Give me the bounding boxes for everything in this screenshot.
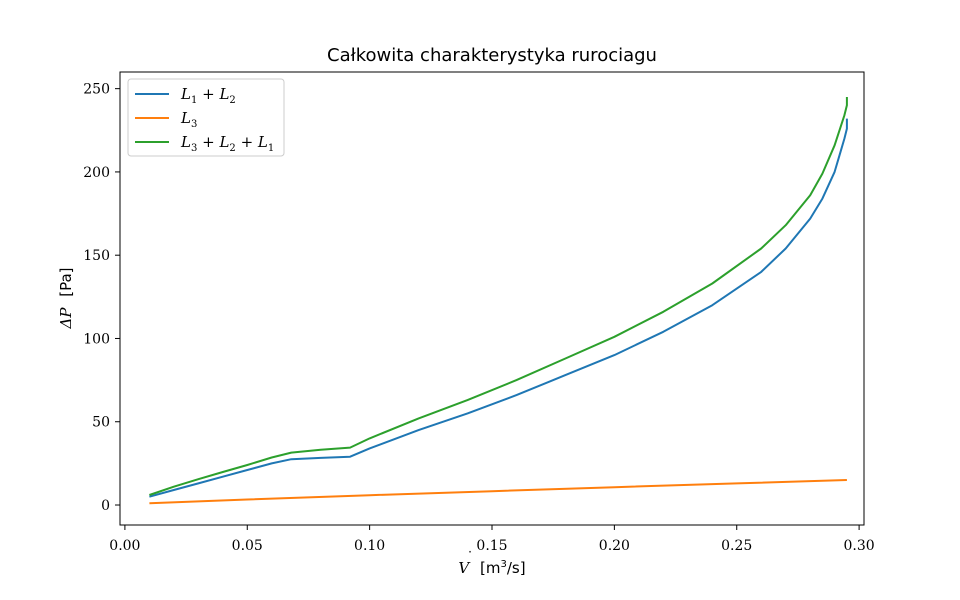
chart-title: Całkowita charakterystyka rurociagu xyxy=(327,45,657,66)
plot-frame xyxy=(119,71,865,526)
x-axis-symbol: V xyxy=(458,559,471,577)
series-line-l3-l2-l1 xyxy=(149,97,848,496)
y-tick-label: 100 xyxy=(83,331,110,347)
x-axis-symbol-dot: · xyxy=(468,545,472,559)
series-line-l1-l2 xyxy=(149,118,848,498)
x-axis-unit-suffix: /s] xyxy=(507,559,526,577)
x-tick-label: 0.10 xyxy=(354,538,385,554)
series-line-l3 xyxy=(149,479,847,505)
x-axis-unit-prefix: [m xyxy=(480,559,500,577)
x-axis-ticks: 0.00 0.05 0.10 0.15 0.20 0.25 0.30 xyxy=(109,525,875,554)
y-tick-label: 200 xyxy=(83,165,110,181)
x-tick-label: 0.05 xyxy=(232,538,263,554)
y-tick-label: 150 xyxy=(83,248,110,264)
legend-label-l3-l2-l1: L3 + L2 + L1 xyxy=(180,133,274,154)
legend: L1 + L2 L3 L3 + L2 + L1 xyxy=(127,78,285,157)
plot-lines xyxy=(149,97,848,505)
x-axis-label: V [m3/s] xyxy=(458,559,525,577)
y-axis-unit: [Pa] xyxy=(57,268,75,297)
x-tick-label: 0.30 xyxy=(844,538,875,554)
y-tick-label: 250 xyxy=(83,82,110,98)
y-tick-label: 50 xyxy=(92,415,110,431)
x-tick-label: 0.25 xyxy=(721,538,752,554)
x-tick-label: 0.00 xyxy=(109,538,140,554)
x-tick-label: 0.20 xyxy=(599,538,630,554)
x-tick-label: 0.15 xyxy=(476,538,507,554)
legend-label-l1-l2: L1 + L2 xyxy=(180,85,236,106)
legend-box xyxy=(127,78,285,157)
legend-label-l3: L3 xyxy=(180,109,197,130)
y-axis-label: ΔP [Pa] xyxy=(57,268,75,330)
y-axis-symbol: ΔP xyxy=(57,307,75,330)
x-axis-unit-power: 3 xyxy=(500,559,506,570)
y-tick-label: 0 xyxy=(101,498,110,514)
y-axis-ticks: 0 50 100 150 200 250 xyxy=(83,82,120,514)
